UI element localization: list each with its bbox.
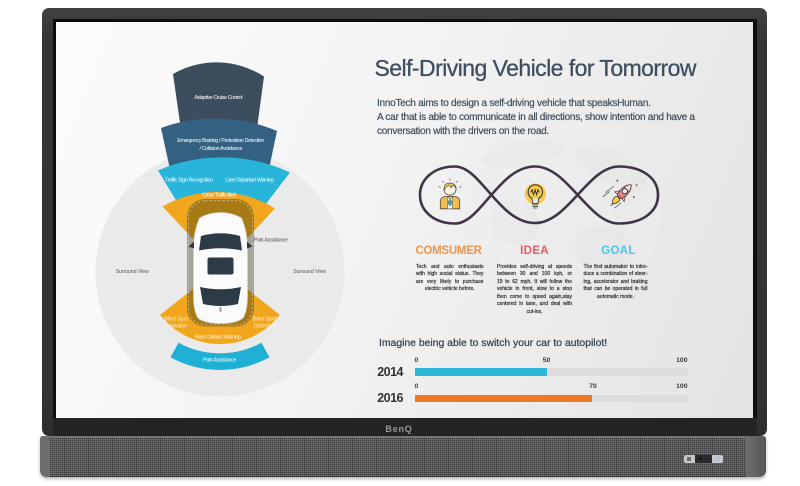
svg-text:Traffic Sign Recognition: Traffic Sign Recognition [165,178,213,184]
svg-text:Detection: Detection [254,323,276,329]
svg-text:Emergency Braking / Pedestrian: Emergency Braking / Pedestrian Detection [177,138,264,144]
svg-text:Surround View: Surround View [293,269,326,275]
svg-text:Detection: Detection [165,323,187,329]
svg-text:Blind Spot: Blind Spot [164,316,188,322]
svg-text:/ Collision Avoidance: / Collision Avoidance [200,146,243,152]
svg-text:Adaptive Cruise Control: Adaptive Cruise Control [195,95,243,101]
svg-text:Lane Departure Warning: Lane Departure Warning [225,178,274,184]
svg-text:Park Assistance: Park Assistance [254,238,288,244]
svg-text:Blind Spot: Blind Spot [253,316,277,322]
svg-text:Surround View: Surround View [116,269,149,275]
svg-text:Rear Collision Warning: Rear Collision Warning [195,334,241,340]
svg-text:Cross Traffic Alert: Cross Traffic Alert [202,192,237,198]
svg-text:Park Assistance: Park Assistance [203,358,236,364]
